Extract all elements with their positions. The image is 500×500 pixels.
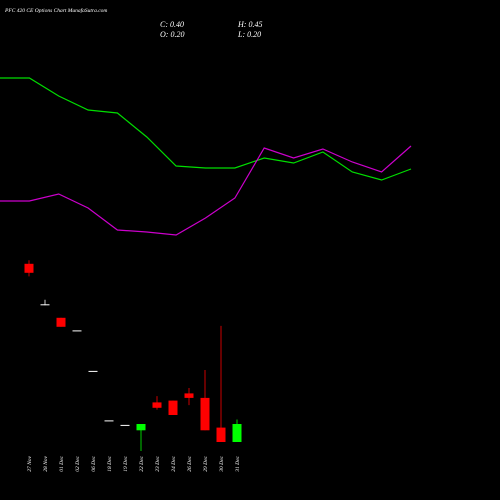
candle-body	[152, 402, 162, 408]
candle-body	[136, 424, 146, 431]
x-tick-label: 18 Dec	[107, 455, 113, 471]
x-tick-label: 06 Dec	[91, 455, 97, 471]
x-tick-label: 23 Dec	[155, 455, 161, 471]
candle-body	[120, 424, 130, 426]
high-label: H: 0.45	[237, 20, 262, 29]
low-label: L: 0.20	[237, 30, 261, 39]
x-tick-label: 02 Dec	[75, 455, 81, 471]
candle-body	[184, 393, 194, 398]
close-label: C: 0.40	[160, 20, 184, 29]
candle-body	[56, 317, 66, 327]
line-series	[0, 77, 412, 181]
candle-body	[40, 304, 50, 306]
candle-body	[232, 424, 242, 442]
candle-body	[72, 330, 82, 332]
x-tick-label: 29 Dec	[203, 455, 209, 471]
x-tick-label: 30 Dec	[219, 455, 225, 472]
candle-body	[88, 370, 98, 372]
x-tick-label: 24 Dec	[170, 455, 177, 471]
open-label: O: 0.20	[160, 30, 184, 39]
x-tick-label: 01 Dec	[59, 455, 65, 471]
candle-body	[104, 420, 114, 422]
candle-body	[200, 397, 210, 431]
x-tick-label: 22 Dec	[139, 455, 145, 471]
x-tick-label: 19 Dec	[123, 455, 129, 471]
chart-title: PFC 420 CE Options Chart MunafaSutra.com	[4, 7, 107, 14]
candle-body	[168, 400, 178, 415]
x-tick-label: 26 Dec	[187, 455, 193, 471]
x-tick-label: 28 Nov	[43, 455, 49, 471]
candle-body	[24, 263, 34, 273]
line-series	[0, 145, 412, 236]
candle-body	[216, 427, 226, 442]
x-tick-label: 31 Dec	[235, 455, 241, 472]
x-tick-label: 27 Nov	[27, 455, 33, 471]
